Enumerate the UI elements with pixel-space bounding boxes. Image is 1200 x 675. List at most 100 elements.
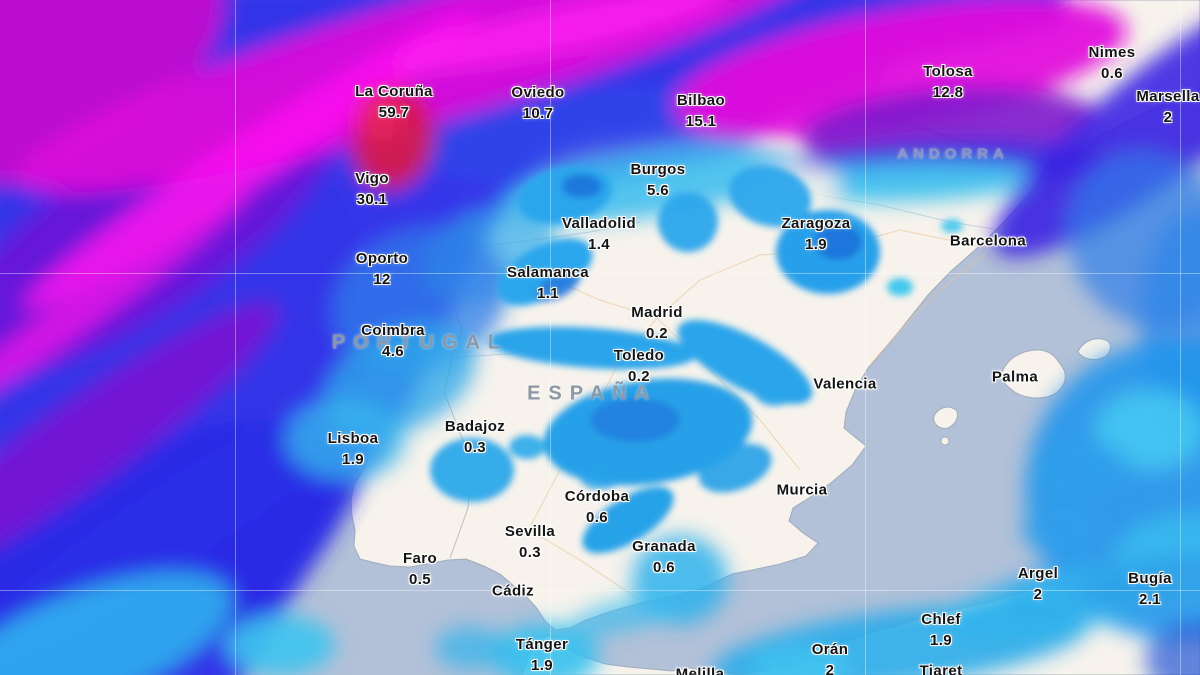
city-precipitation-value: 1.9 — [530, 657, 554, 674]
island-menorca — [1077, 338, 1111, 360]
city-marker-tiaret: Tiaret — [920, 661, 963, 675]
city-name: Granada — [632, 538, 696, 555]
city-name: Vigo — [355, 169, 389, 187]
city-precipitation-value: 2 — [825, 661, 835, 675]
city-marker-sevilla: Sevilla 0.3 — [505, 521, 555, 563]
city-marker-orán: Orán 2 — [812, 639, 849, 675]
city-precipitation-value: 10.7 — [522, 104, 554, 122]
city-marker-murcia: Murcia — [777, 480, 828, 501]
city-name: Orán — [811, 640, 849, 658]
city-marker-la-coruña: La Coruña 59.7 — [355, 81, 433, 123]
island-ibiza — [933, 406, 959, 429]
city-name: Faro — [402, 550, 438, 567]
city-marker-oporto: Oporto 12 — [356, 248, 408, 290]
city-precipitation-value: 2 — [1163, 108, 1173, 126]
city-marker-bugía: Bugía 2.1 — [1128, 568, 1172, 610]
city-precipitation-value: 0.6 — [652, 559, 676, 576]
city-name: Burgos — [630, 161, 686, 178]
city-marker-zaragoza: Zaragoza 1.9 — [781, 213, 850, 255]
city-name: Melilla — [675, 665, 725, 675]
city-name: Madrid — [631, 304, 683, 321]
graticule-line-vertical — [550, 0, 551, 675]
city-marker-burgos: Burgos 5.6 — [631, 159, 686, 201]
city-precipitation-value: 15.1 — [685, 112, 717, 130]
city-marker-madrid: Madrid 0.2 — [631, 302, 683, 344]
city-marker-nimes: Nimes 0.6 — [1088, 42, 1135, 84]
city-marker-chlef: Chlef 1.9 — [921, 609, 961, 651]
city-precipitation-value: 0.6 — [1100, 64, 1124, 82]
city-name: Barcelona — [949, 232, 1027, 250]
city-name: Bugía — [1128, 570, 1172, 587]
city-marker-lisboa: Lisboa 1.9 — [328, 428, 379, 470]
city-marker-bilbao: Bilbao 15.1 — [677, 90, 725, 132]
city-name: Oviedo — [511, 83, 565, 101]
island-formentera — [940, 436, 950, 446]
city-name: Murcia — [776, 481, 828, 499]
city-precipitation-value: 12 — [373, 271, 391, 288]
city-precipitation-value: 0.3 — [518, 543, 542, 561]
city-name: Salamanca — [507, 264, 589, 281]
city-precipitation-value: 30.1 — [356, 190, 388, 208]
city-precipitation-value: 1.9 — [929, 632, 953, 649]
city-name: Coimbra — [361, 321, 425, 339]
city-name: Córdoba — [564, 488, 630, 505]
city-marker-tánger: Tánger 1.9 — [516, 634, 568, 675]
city-marker-toledo: Toledo 0.2 — [614, 345, 664, 387]
city-name: Cádiz — [491, 582, 535, 600]
city-marker-coimbra: Coimbra 4.6 — [361, 320, 425, 362]
city-precipitation-value: 0.3 — [463, 438, 487, 456]
city-name: Oporto — [355, 250, 409, 267]
city-name: La Coruña — [355, 82, 433, 100]
city-marker-córdoba: Córdoba 0.6 — [565, 486, 629, 528]
city-name: Tánger — [515, 636, 569, 653]
city-marker-faro: Faro 0.5 — [403, 548, 437, 590]
city-name: Bilbao — [676, 91, 726, 109]
city-precipitation-value: 2.1 — [1138, 591, 1162, 608]
city-marker-argel: Argel 2 — [1018, 563, 1058, 605]
city-marker-valencia: Valencia — [813, 374, 876, 395]
city-precipitation-value: 0.5 — [408, 571, 432, 588]
city-marker-marsella: Marsella 2 — [1136, 86, 1199, 128]
city-name: Valladolid — [561, 214, 637, 232]
city-name: Palma — [991, 368, 1039, 386]
city-name: Sevilla — [504, 522, 556, 540]
city-marker-granada: Granada 0.6 — [632, 536, 696, 578]
city-name: Tiaret — [919, 662, 963, 675]
city-marker-palma: Palma — [992, 367, 1038, 388]
city-name: Nimes — [1088, 43, 1136, 61]
city-marker-oviedo: Oviedo 10.7 — [511, 82, 564, 124]
city-marker-cádiz: Cádiz — [492, 581, 534, 602]
city-marker-vigo: Vigo 30.1 — [355, 168, 389, 210]
city-precipitation-value: 5.6 — [646, 182, 670, 199]
precip-patches-inland — [430, 165, 963, 554]
city-name: Valencia — [813, 375, 877, 393]
city-precipitation-value: 1.9 — [804, 236, 828, 253]
city-name: Tolosa — [923, 63, 973, 80]
city-name: Lisboa — [327, 430, 379, 447]
city-name: Argel — [1017, 565, 1059, 582]
city-precipitation-value: 2 — [1033, 586, 1043, 603]
city-precipitation-value: 59.7 — [378, 103, 410, 121]
graticule-line-vertical — [235, 0, 236, 675]
city-name: Toledo — [613, 347, 665, 364]
city-name: Zaragoza — [781, 215, 851, 232]
city-name: Marsella — [1136, 87, 1200, 105]
city-precipitation-value: 12.8 — [932, 84, 964, 101]
city-precipitation-value: 1.1 — [536, 285, 560, 302]
graticule-line-horizontal — [0, 590, 1200, 591]
city-marker-valladolid: Valladolid 1.4 — [562, 213, 636, 255]
city-precipitation-value: 0.6 — [585, 509, 609, 526]
city-precipitation-value: 4.6 — [381, 342, 405, 360]
city-marker-barcelona: Barcelona — [950, 231, 1026, 252]
city-marker-melilla: Melilla — [676, 664, 725, 675]
island-mallorca — [1001, 349, 1066, 399]
city-precipitation-value: 0.2 — [627, 368, 651, 385]
city-marker-salamanca: Salamanca 1.1 — [507, 262, 589, 304]
city-precipitation-value: 1.4 — [587, 235, 611, 253]
city-name: Badajoz — [444, 417, 506, 435]
